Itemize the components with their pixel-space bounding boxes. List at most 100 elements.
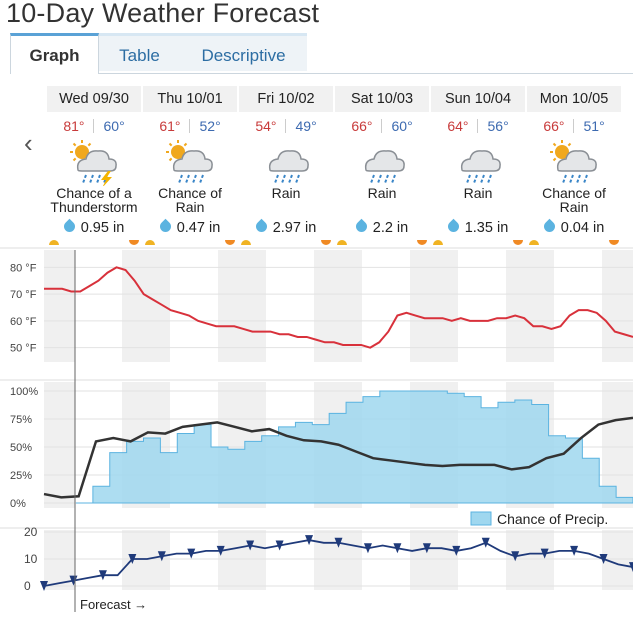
high-temp: 64° [447,118,469,134]
y-tick-label: 100% [10,386,38,398]
condition-text: Rain [239,186,333,216]
sun-markers [239,240,333,248]
wind-arrow-icon [481,537,490,548]
wind-arrow-icon [334,537,343,548]
partly-rain-icon [527,136,621,186]
night-band [218,530,266,590]
low-temp: 51° [583,118,605,134]
day-date: Sun 10/04 [431,86,525,112]
partly-rain-icon [143,136,237,186]
low-temp: 52° [199,118,221,134]
high-temp: 66° [543,118,565,134]
legend-label: Chance of Precip. [497,511,608,527]
day-date: Wed 09/30 [47,86,141,112]
wind-arrow-icon [305,535,314,546]
day-card: Mon 10/05 66° 51° Chance of Rain 0.04 in [527,86,621,248]
sunrise-icon [433,240,443,245]
temperature-line [44,266,633,349]
night-band [44,382,75,508]
tab-table[interactable]: Table [99,33,180,71]
sun-markers [431,240,525,248]
precip-amount: 0.04 in [527,218,621,236]
precip-amount: 1.35 in [431,218,525,236]
rain-icon [335,136,429,186]
rain-icon [431,136,525,186]
wind-arrow-icon [128,554,137,564]
wind-arrow-icon [452,545,461,556]
sun-markers [47,240,141,248]
precip-amount: 2.2 in [335,218,429,236]
high-temp: 66° [351,118,373,134]
night-band [506,250,554,362]
wind-arrow-icon [511,551,520,562]
wind-arrow-icon [275,540,284,551]
low-temp: 49° [295,118,317,134]
sunset-icon [321,240,331,245]
precip-value: 0.47 in [176,220,221,236]
precip-amount: 0.95 in [47,218,141,236]
y-tick-label: 50 °F [10,343,37,355]
night-band [122,530,170,590]
low-temp: 60° [391,118,413,134]
night-band [506,530,554,590]
day-date: Sat 10/03 [335,86,429,112]
wind-arrow-icon [40,581,48,591]
day-card: Fri 10/02 54° 49° Rain 2.97 in [239,86,333,248]
day-card: Sun 10/04 64° 56° Rain 1.35 in [431,86,525,248]
high-temp: 61° [159,118,181,134]
night-band [410,530,458,590]
condition-line: Chance of [158,185,222,201]
tab-bar: Graph Table Descriptive [10,33,633,74]
condition-text: Rain [431,186,525,216]
night-band [44,250,75,362]
condition-text: Rain [335,186,429,216]
precip-value: 2.2 in [372,220,409,236]
wind-arrow-icon [246,540,255,551]
sun-markers [335,240,429,248]
previous-arrow-icon[interactable]: ‹ [24,128,33,158]
wind-arrow-icon [393,543,402,554]
condition-line: Rain [463,185,493,201]
thunderstorm-icon [47,136,141,188]
sunrise-icon [337,240,347,245]
night-band [410,250,458,362]
page-title: 10-Day Weather Forecast [6,0,320,28]
day-card: Sat 10/03 66° 60° Rain 2.2 in [335,86,429,248]
wind-arrow-icon [422,543,431,554]
wind-arrow-icon [363,543,372,554]
night-band [602,250,633,362]
wind-arrow-icon [98,570,107,581]
wind-arrow-icon [216,545,225,556]
y-tick-label: 60 °F [10,316,37,328]
day-card: Wed 09/30 81° 60° Chance of a Thunderstorm… [47,86,141,248]
legend-swatch [470,511,492,526]
y-tick-label: 20 [24,525,38,539]
condition-line: Rain [271,185,301,201]
night-band [44,530,75,590]
day-date: Mon 10/05 [527,86,621,112]
condition-line: Chance of a [56,185,132,201]
condition-line: Rain [175,199,205,215]
night-band [218,250,266,362]
forecast-label: Forecast → [80,597,148,612]
low-temp: 56° [487,118,509,134]
day-card: Thu 10/01 61° 52° Chance of Rain 0.47 in [143,86,237,248]
sunset-icon [225,240,235,245]
y-tick-label: 50% [10,442,32,454]
sunrise-icon [241,240,251,245]
condition-line: Rain [367,185,397,201]
wind-arrow-icon [570,545,579,556]
tab-descriptive[interactable]: Descriptive [180,33,307,71]
high-temp: 81° [63,118,85,134]
precip-amount: 2.97 in [239,218,333,236]
wind-arrow-icon [187,548,196,559]
tab-graph[interactable]: Graph [10,33,99,74]
precip-value: 0.04 in [560,220,605,236]
condition-text: Chance of a Thunderstorm [47,186,141,216]
y-tick-label: 0% [10,498,26,510]
humidity-line [43,416,633,499]
condition-line: Rain [559,199,589,215]
sunrise-icon [529,240,539,245]
precip-value: 0.95 in [80,220,125,236]
